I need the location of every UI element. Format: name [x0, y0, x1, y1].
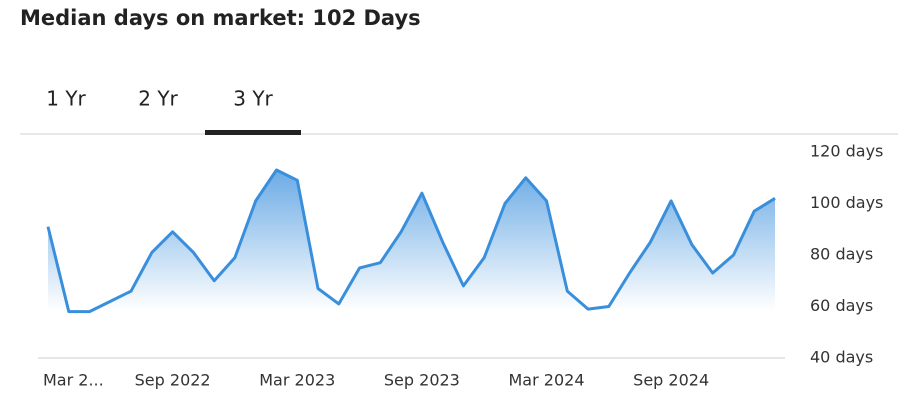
- tab[interactable]: 3 Yr: [233, 87, 273, 111]
- chart-title: Median days on market: 102 Days: [20, 6, 421, 30]
- area: [48, 170, 775, 358]
- x-tick-label: Mar 2023: [259, 371, 335, 390]
- x-tick-label: Mar 2...: [43, 371, 104, 390]
- y-tick-label: 100 days: [810, 193, 883, 212]
- y-tick-label: 80 days: [810, 245, 873, 264]
- x-tick-label: Mar 2024: [509, 371, 585, 390]
- y-tick-label: 120 days: [810, 142, 883, 161]
- y-tick-label: 40 days: [810, 348, 873, 367]
- x-tick-label: Sep 2023: [384, 371, 460, 390]
- tab[interactable]: 2 Yr: [138, 87, 178, 111]
- tab[interactable]: 1 Yr: [46, 87, 86, 111]
- y-tick-label: 60 days: [810, 296, 873, 315]
- tab-underline: [205, 130, 301, 135]
- x-tick-label: Sep 2022: [135, 371, 211, 390]
- line: [46, 168, 776, 314]
- x-tick-label: Sep 2024: [633, 371, 709, 390]
